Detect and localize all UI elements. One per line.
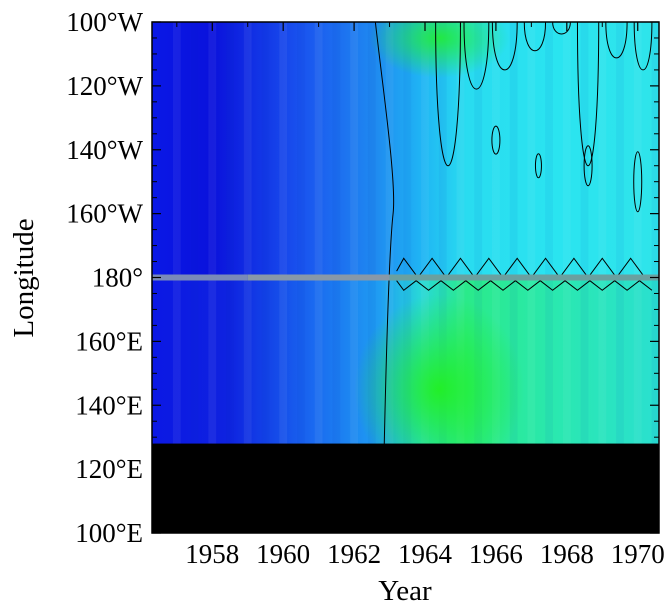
contour-line — [491, 22, 518, 71]
plot-area — [152, 22, 659, 533]
x-tick-label: 1962 — [327, 539, 381, 569]
y-tick-label: 120°W — [66, 71, 143, 101]
contour-line — [396, 280, 653, 291]
contour-loop — [583, 145, 593, 187]
x-tick-label: 1966 — [469, 539, 523, 569]
x-tick-label: 1970 — [611, 539, 665, 569]
contour-loop — [491, 125, 501, 155]
contour-line — [374, 22, 395, 533]
x-tick-label: 1960 — [256, 539, 310, 569]
green-anomaly-south — [354, 294, 525, 485]
contour-line — [605, 22, 628, 59]
date-line-segment — [247, 274, 390, 281]
contour-line — [633, 22, 653, 71]
contour-line — [435, 22, 461, 166]
date-line-band — [152, 274, 659, 281]
y-tick-label: 140°W — [66, 135, 143, 165]
y-tick-label: 120°E — [75, 454, 143, 484]
axis-ticks — [152, 21, 659, 534]
x-axis-label: Year — [378, 575, 432, 607]
x-tick-label: 1968 — [540, 539, 594, 569]
x-tick-labels: 1958 1960 1962 1964 1966 1968 1970 — [185, 539, 664, 569]
y-tick-labels: 100°E 120°E 140°E 160°E 180° 160°W 140°W 120°W 1… — [66, 7, 143, 548]
y-axis-label: Longitude — [8, 218, 40, 337]
y-tick-label: 160°E — [75, 326, 143, 356]
y-tick-label: 100°W — [66, 7, 143, 37]
green-anomaly-north — [369, 22, 510, 78]
y-tick-label: 180° — [92, 263, 143, 293]
y-tick-label: 160°W — [66, 199, 143, 229]
contour-loop — [633, 151, 643, 213]
x-tick-label: 1964 — [398, 539, 453, 569]
date-line-segment — [389, 274, 659, 281]
x-tick-label: 1958 — [185, 539, 239, 569]
contour-line — [523, 22, 547, 52]
contour-line — [576, 22, 600, 166]
contour-line — [396, 257, 646, 279]
contour-line — [552, 22, 571, 35]
y-tick-label: 100°E — [75, 518, 143, 548]
contour-lines — [374, 22, 653, 533]
date-line-segment — [152, 274, 248, 281]
contour-line — [463, 22, 490, 90]
contour-loop — [534, 153, 542, 179]
y-tick-label: 140°E — [75, 390, 143, 420]
land-mask — [152, 443, 659, 533]
